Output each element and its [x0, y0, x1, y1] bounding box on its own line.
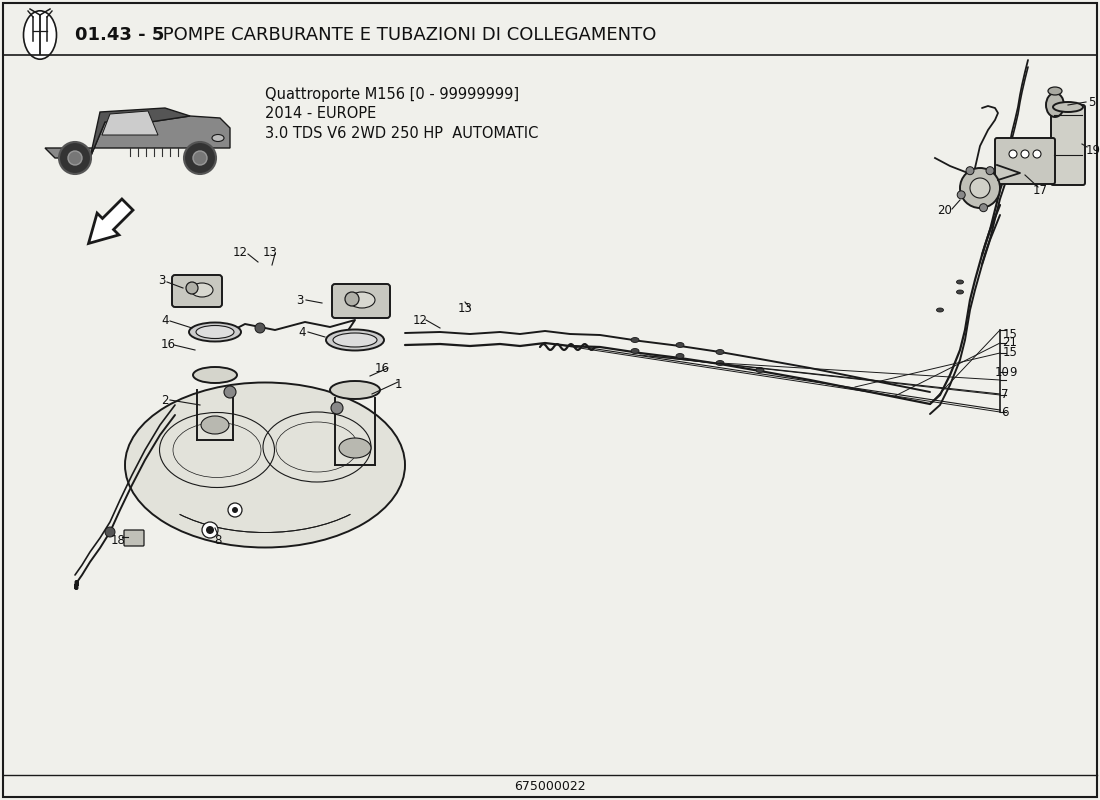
- Circle shape: [68, 151, 82, 165]
- Ellipse shape: [936, 308, 944, 312]
- Ellipse shape: [330, 381, 380, 399]
- Circle shape: [970, 178, 990, 198]
- Ellipse shape: [676, 354, 684, 358]
- FancyBboxPatch shape: [332, 284, 390, 318]
- Ellipse shape: [125, 382, 405, 547]
- Circle shape: [186, 282, 198, 294]
- Text: 675000022: 675000022: [514, 781, 586, 794]
- Text: 4: 4: [162, 314, 168, 326]
- Ellipse shape: [326, 330, 384, 350]
- Text: 01.43 - 5: 01.43 - 5: [75, 26, 164, 44]
- Ellipse shape: [1048, 87, 1062, 95]
- Text: 16: 16: [161, 338, 176, 351]
- Text: 2: 2: [162, 394, 168, 406]
- Ellipse shape: [631, 349, 639, 354]
- Circle shape: [966, 166, 974, 174]
- Circle shape: [331, 402, 343, 414]
- FancyBboxPatch shape: [996, 138, 1055, 184]
- Text: Quattroporte M156 [0 - 99999999]: Quattroporte M156 [0 - 99999999]: [265, 86, 519, 102]
- FancyBboxPatch shape: [124, 530, 144, 546]
- Text: 12: 12: [232, 246, 248, 258]
- Ellipse shape: [23, 10, 56, 59]
- Text: 12: 12: [412, 314, 428, 326]
- Text: 19: 19: [1086, 143, 1100, 157]
- Polygon shape: [102, 111, 158, 135]
- Text: POMPE CARBURANTE E TUBAZIONI DI COLLEGAMENTO: POMPE CARBURANTE E TUBAZIONI DI COLLEGAM…: [157, 26, 657, 44]
- Text: 21: 21: [1002, 337, 1018, 350]
- Polygon shape: [45, 116, 230, 158]
- Circle shape: [192, 151, 207, 165]
- Ellipse shape: [1053, 102, 1084, 112]
- Ellipse shape: [957, 290, 964, 294]
- Polygon shape: [89, 199, 133, 243]
- Ellipse shape: [189, 322, 241, 342]
- Text: 20: 20: [937, 203, 953, 217]
- Text: 5: 5: [1088, 95, 1096, 109]
- Ellipse shape: [716, 361, 724, 366]
- Text: 9: 9: [1010, 366, 1016, 378]
- Text: 10: 10: [994, 366, 1010, 378]
- Ellipse shape: [957, 280, 964, 284]
- Text: 17: 17: [1033, 183, 1047, 197]
- Circle shape: [986, 166, 994, 174]
- Ellipse shape: [192, 367, 236, 383]
- Circle shape: [345, 292, 359, 306]
- Text: 1: 1: [394, 378, 402, 391]
- Ellipse shape: [196, 326, 234, 338]
- Circle shape: [184, 142, 216, 174]
- Text: 15: 15: [1002, 346, 1018, 358]
- Text: 13: 13: [263, 246, 277, 258]
- Circle shape: [202, 522, 218, 538]
- Circle shape: [979, 204, 988, 212]
- Ellipse shape: [676, 342, 684, 347]
- Text: 8: 8: [214, 534, 222, 546]
- Circle shape: [960, 168, 1000, 208]
- Circle shape: [255, 323, 265, 333]
- Circle shape: [1021, 150, 1028, 158]
- Ellipse shape: [349, 292, 375, 308]
- Polygon shape: [90, 108, 190, 158]
- Circle shape: [224, 386, 236, 398]
- Text: 16: 16: [374, 362, 389, 374]
- Text: 7: 7: [1001, 389, 1009, 402]
- Ellipse shape: [333, 333, 377, 347]
- Text: 13: 13: [458, 302, 472, 314]
- Text: 4: 4: [298, 326, 306, 338]
- Circle shape: [228, 503, 242, 517]
- FancyBboxPatch shape: [1050, 105, 1085, 185]
- Text: 15: 15: [1002, 329, 1018, 342]
- Circle shape: [59, 142, 91, 174]
- Text: 3: 3: [296, 294, 304, 306]
- Circle shape: [206, 526, 214, 534]
- Ellipse shape: [716, 350, 724, 354]
- Text: 3.0 TDS V6 2WD 250 HP  AUTOMATIC: 3.0 TDS V6 2WD 250 HP AUTOMATIC: [265, 126, 538, 142]
- FancyBboxPatch shape: [172, 275, 222, 307]
- Text: 18: 18: [111, 534, 125, 546]
- Circle shape: [1009, 150, 1018, 158]
- Circle shape: [104, 527, 116, 537]
- Ellipse shape: [631, 338, 639, 342]
- Ellipse shape: [1046, 93, 1064, 117]
- Text: 6: 6: [1001, 406, 1009, 418]
- Ellipse shape: [212, 134, 224, 142]
- Ellipse shape: [339, 438, 371, 458]
- Ellipse shape: [756, 367, 764, 373]
- Ellipse shape: [201, 416, 229, 434]
- Text: 2014 - EUROPE: 2014 - EUROPE: [265, 106, 376, 122]
- Circle shape: [1033, 150, 1041, 158]
- Ellipse shape: [191, 283, 213, 297]
- Text: 3: 3: [158, 274, 166, 286]
- Circle shape: [232, 507, 238, 513]
- Circle shape: [957, 191, 965, 199]
